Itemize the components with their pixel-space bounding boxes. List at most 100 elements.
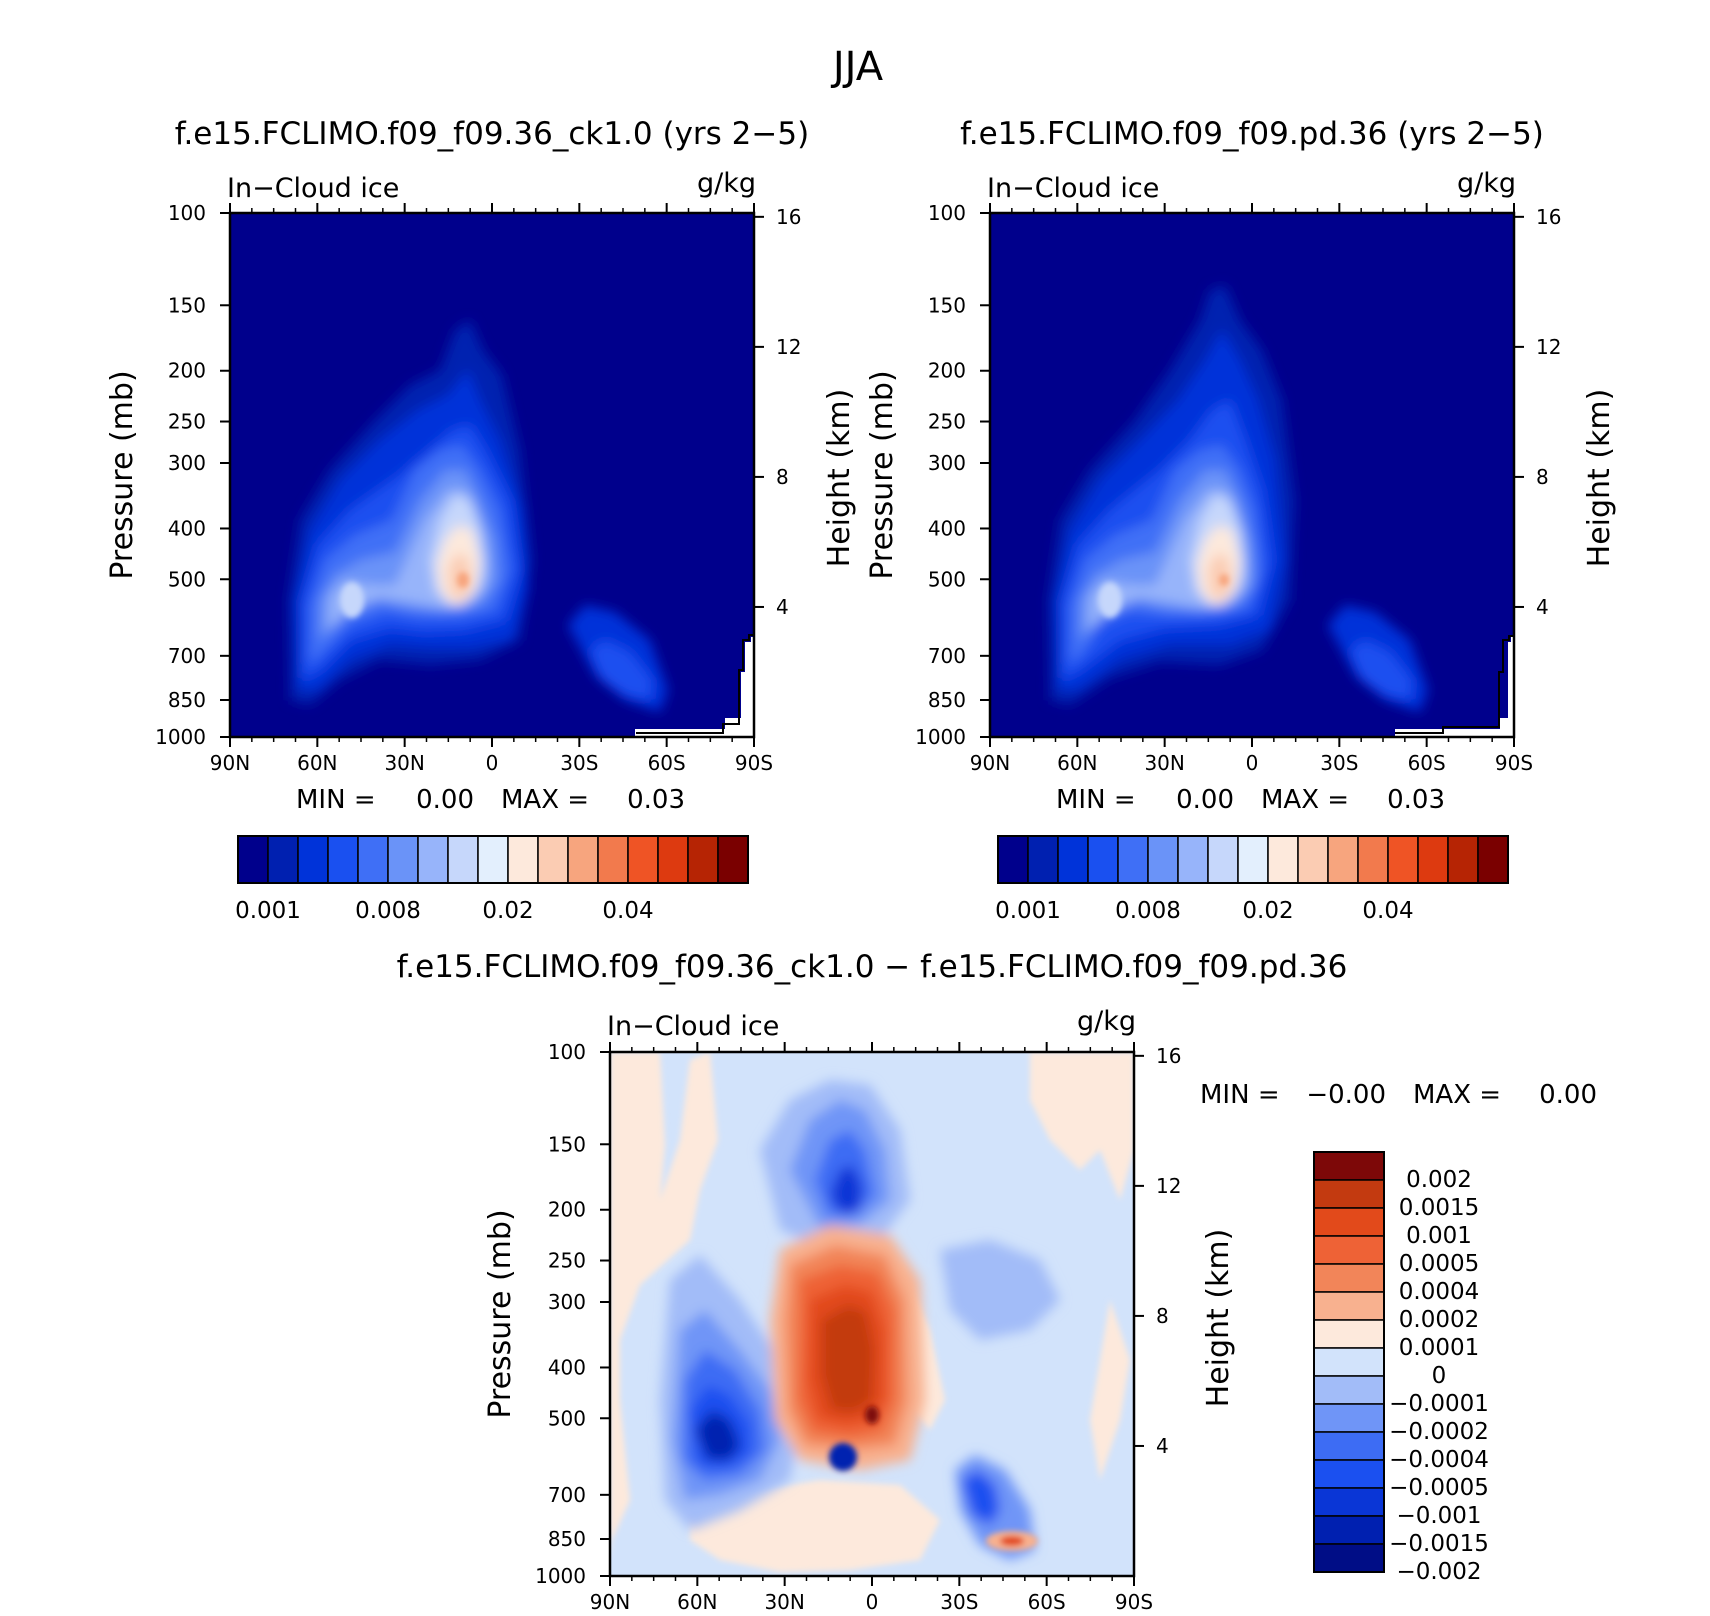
panel-diff-min-label: MIN = (1200, 1080, 1280, 1110)
x-tick-label: 60N (677, 1590, 717, 1614)
panel-left-title: f.e15.FCLIMO.f09_f09.36_ck1.0 (yrs 2−5) (175, 116, 809, 152)
colorbar-swatch (1447, 835, 1479, 884)
colorbar-swatch (1237, 835, 1269, 884)
colorbar-label: 0.001 (1406, 1223, 1472, 1249)
colorbar-swatch (1313, 1459, 1385, 1489)
y-tick-label: 100 (928, 201, 966, 225)
panel-left-colorbar: 0.001 0.008 0.02 0.04 (235, 835, 749, 924)
colorbar-label: 0 (1432, 1363, 1447, 1389)
y-tick-label: 700 (168, 644, 206, 668)
colorbar-swatch (1267, 835, 1299, 884)
missing-data-mask (1395, 637, 1514, 737)
y-tick-label: 300 (928, 451, 966, 475)
y-tick-label: 250 (548, 1249, 586, 1273)
colorbar-label: −0.0015 (1389, 1531, 1489, 1557)
colorbar-label: 0.04 (602, 898, 653, 924)
colorbar-swatch (1313, 1403, 1385, 1433)
y-tick-label: 100 (168, 201, 206, 225)
colorbar-swatch (477, 835, 509, 884)
colorbar-label: −0.0002 (1389, 1419, 1489, 1445)
panel-left-axes: 90N 60N 30N 0 30S 60S 90S 100 150 200 250 300 400 500… (155, 201, 801, 775)
panel-right-min-value: 0.00 (1176, 785, 1234, 815)
y-tick-label: 500 (928, 567, 966, 591)
panel-right-field (990, 213, 1514, 737)
contour-band (1000, 1536, 1024, 1546)
contour-band (829, 1443, 857, 1471)
figure-title: JJA (830, 44, 884, 90)
panel-left-units: g/kg (697, 168, 756, 199)
panel-right-max-value: 0.03 (1387, 785, 1445, 815)
colorbar-label: 0.008 (1115, 898, 1181, 924)
x-tick-label: 60S (1408, 751, 1446, 775)
x-tick-label: 90N (970, 751, 1010, 775)
colorbar-swatch (1087, 835, 1119, 884)
missing-data-mask (635, 637, 754, 737)
colorbar-swatch (1117, 835, 1149, 884)
y-tick-label: 300 (168, 451, 206, 475)
contour-band (1350, 640, 1412, 700)
x-tick-label: 90N (590, 1590, 630, 1614)
x-tick-label: 30N (1144, 751, 1184, 775)
panel-diff-ylabel: Pressure (mb) (483, 1209, 518, 1418)
y-tick-label: 700 (928, 644, 966, 668)
y-tick-label: 500 (168, 567, 206, 591)
y-tick-label: 150 (548, 1132, 586, 1156)
colorbar-label: 0.0001 (1399, 1335, 1479, 1361)
y-tick-label: 400 (168, 516, 206, 540)
x-tick-label: 60N (297, 751, 337, 775)
panel-diff-axes: 90N 60N 30N 0 30S 60S 90S 100 150 200 250 300 400 500… (535, 1040, 1181, 1614)
colorbar-frame (237, 835, 749, 884)
panel-right-ylabel-right: Height (km) (1582, 389, 1617, 568)
colorbar-swatch (1313, 1291, 1385, 1321)
panel-diff-field (610, 1052, 1134, 1576)
colorbar-swatch (1313, 1179, 1385, 1209)
panel-diff: f.e15.FCLIMO.f09_f09.36_ck1.0 − f.e15.FC… (397, 949, 1597, 1614)
colorbar-swatch (357, 835, 389, 884)
contour-band (865, 1406, 879, 1424)
y-right-tick-label: 8 (1156, 1304, 1169, 1328)
colorbar-swatch (387, 835, 419, 884)
y-tick-label: 200 (548, 1198, 586, 1222)
colorbar-swatch (417, 835, 449, 884)
contour-band (830, 1165, 862, 1215)
contour-band (1098, 582, 1122, 618)
colorbar-swatch (1313, 1431, 1385, 1461)
y-tick-label: 400 (928, 516, 966, 540)
colorbar-swatch (1313, 1235, 1385, 1265)
x-tick-label: 90S (1115, 1590, 1153, 1614)
contour-band (1090, 1300, 1130, 1480)
colorbar-swatch (267, 835, 299, 884)
y-tick-label: 850 (928, 688, 966, 712)
colorbar-swatch (1313, 1263, 1385, 1293)
x-tick-label: 60N (1057, 751, 1097, 775)
panel-diff-max-label: MAX = (1413, 1080, 1501, 1110)
y-right-tick-label: 4 (776, 595, 789, 619)
panel-diff-variable: In−Cloud ice (607, 1011, 779, 1042)
panel-left-min-label: MIN = (296, 785, 376, 815)
colorbar-label: 0.02 (482, 898, 533, 924)
x-tick-label: 0 (866, 1590, 879, 1614)
panel-diff-ylabel-right: Height (km) (1201, 1229, 1236, 1408)
panel-right-title: f.e15.FCLIMO.f09_f09.pd.36 (yrs 2−5) (960, 116, 1544, 152)
colorbar-swatch (1313, 1543, 1385, 1573)
panel-left-max-label: MAX = (501, 785, 589, 815)
colorbar-swatch (1327, 835, 1359, 884)
colorbar-swatch (1313, 1487, 1385, 1517)
x-tick-label: 90N (210, 751, 250, 775)
panel-diff-units: g/kg (1077, 1006, 1136, 1037)
x-tick-label: 60S (648, 751, 686, 775)
colorbar-label: −0.0004 (1389, 1447, 1489, 1473)
colorbar-swatch (687, 835, 719, 884)
colorbar-label: 0.008 (355, 898, 421, 924)
y-right-tick-label: 8 (776, 465, 789, 489)
contour-band (690, 1480, 940, 1572)
colorbar-swatch (627, 835, 659, 884)
panel-diff-max-value: 0.00 (1539, 1080, 1597, 1110)
panel-right-units: g/kg (1457, 168, 1516, 199)
colorbar-swatch (717, 835, 749, 884)
y-right-tick-label: 16 (1156, 1044, 1181, 1068)
colorbar-swatch (537, 835, 569, 884)
contour-band (590, 640, 652, 700)
colorbar-swatch (1147, 835, 1179, 884)
colorbar-label: −0.002 (1396, 1559, 1481, 1585)
